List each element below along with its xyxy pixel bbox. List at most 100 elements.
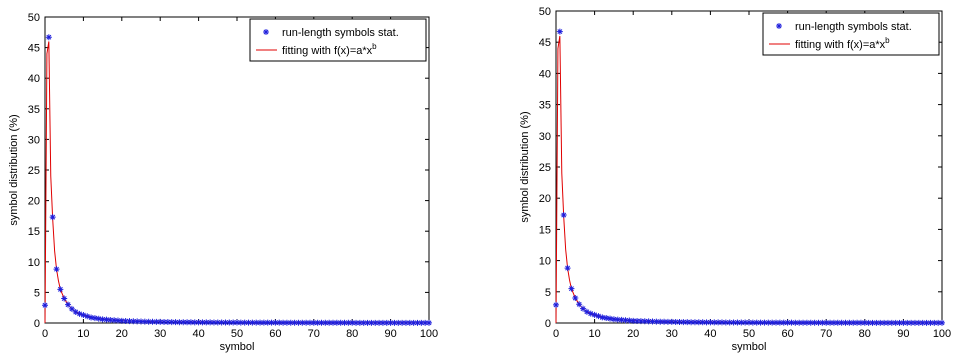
x-tick-label: 100	[420, 328, 438, 340]
data-point-marker	[191, 319, 198, 326]
data-point-marker	[391, 319, 398, 326]
data-point-marker	[65, 301, 72, 308]
data-point-marker	[306, 319, 313, 326]
y-tick-label: 5	[34, 287, 40, 299]
data-point-marker	[184, 319, 191, 326]
data-point-marker	[210, 319, 217, 326]
x-tick-label: 40	[192, 328, 204, 340]
x-axis-title: symbol	[220, 341, 255, 353]
data-point-marker	[618, 316, 625, 323]
data-point-marker	[253, 319, 260, 326]
data-point-marker	[49, 214, 56, 221]
x-tick-label: 50	[231, 328, 243, 340]
data-point-marker	[84, 313, 91, 320]
data-point-marker	[607, 315, 614, 322]
data-point-marker	[614, 316, 621, 323]
data-point-marker	[234, 319, 240, 326]
data-point-marker	[387, 319, 394, 326]
data-point-marker	[76, 310, 83, 317]
data-point-marker	[664, 318, 671, 325]
data-point-marker	[556, 28, 563, 35]
data-point-marker	[406, 319, 413, 326]
data-point-marker	[295, 319, 302, 326]
y-tick-label: 25	[28, 165, 40, 177]
data-point-marker	[553, 301, 559, 308]
data-point-marker	[272, 319, 279, 326]
data-point-marker	[923, 319, 930, 326]
legend: run-length symbols stat. fitting with f(x…	[249, 18, 427, 62]
data-point-marker	[668, 318, 675, 325]
data-point-marker	[807, 319, 814, 326]
plot-area	[555, 10, 943, 324]
data-point-marker	[230, 319, 237, 326]
data-point-marker	[111, 317, 118, 324]
data-point-marker	[626, 317, 633, 324]
data-point-marker	[176, 319, 183, 326]
data-point-marker	[904, 319, 911, 326]
data-point-marker	[260, 319, 267, 326]
x-tick-label: 0	[553, 328, 559, 340]
data-point-marker	[353, 319, 360, 326]
y-tick-label: 25	[539, 162, 551, 174]
data-point-marker	[53, 266, 60, 273]
data-point-marker	[657, 318, 664, 325]
data-point-marker	[337, 319, 344, 326]
x-tick-label: 90	[897, 328, 909, 340]
data-point-marker	[103, 316, 110, 323]
data-point-marker	[383, 319, 390, 326]
x-tick-label: 30	[666, 328, 678, 340]
data-point-marker	[172, 319, 179, 326]
data-point-marker	[645, 318, 652, 325]
data-point-marker	[726, 319, 733, 326]
y-tick-label: 0	[34, 318, 40, 330]
data-point-marker	[122, 318, 129, 325]
data-point-marker	[395, 319, 402, 326]
x-tick-label: 10	[77, 328, 89, 340]
data-point-marker	[610, 316, 617, 323]
data-point-marker	[749, 319, 756, 326]
data-point-marker	[695, 319, 702, 326]
data-point-marker	[153, 318, 160, 325]
data-point-marker	[379, 319, 386, 326]
data-point-marker	[641, 318, 648, 325]
legend-label-fit-exponent: b	[372, 42, 377, 51]
data-point-marker	[711, 319, 718, 326]
data-point-marker	[326, 319, 333, 326]
data-point-marker	[264, 319, 271, 326]
data-point-marker	[591, 311, 598, 318]
data-point-marker	[414, 319, 421, 326]
data-point-marker	[780, 319, 787, 326]
chart-panel-2: 0 10 20 30 40 50 60 70 80 90 100 0 5 10 15 20 25 30 35 40 45…	[519, 6, 951, 353]
data-point-marker	[911, 319, 918, 326]
data-point-marker	[72, 308, 79, 315]
y-tick-label: 40	[28, 73, 40, 85]
data-point-marker	[180, 319, 187, 326]
y-tick-label: 20	[28, 196, 40, 208]
data-point-marker	[580, 305, 587, 312]
data-point-marker	[896, 319, 903, 326]
data-point-marker	[676, 319, 683, 326]
data-point-marker	[699, 319, 706, 326]
data-point-marker	[599, 314, 606, 321]
x-tick-label: 70	[820, 328, 832, 340]
data-point-marker	[318, 319, 325, 326]
data-point-marker	[742, 319, 749, 326]
y-tick-label: 45	[28, 43, 40, 55]
y-tick-label: 10	[28, 257, 40, 269]
data-point-marker	[842, 319, 849, 326]
data-point-marker	[333, 319, 340, 326]
data-point-marker	[310, 319, 317, 326]
data-point-marker	[88, 314, 95, 321]
y-tick-label: 50	[539, 6, 551, 18]
data-point-marker	[138, 318, 144, 325]
data-point-marker	[715, 319, 722, 326]
y-tick-label: 35	[539, 100, 551, 112]
x-tick-label: 60	[269, 328, 281, 340]
data-point-marker	[734, 319, 741, 326]
data-point-marker	[161, 318, 168, 325]
data-point-marker	[299, 319, 306, 326]
legend-marker-stat	[776, 23, 782, 29]
x-axis-title: symbol	[732, 341, 767, 353]
y-tick-label: 45	[539, 37, 551, 49]
